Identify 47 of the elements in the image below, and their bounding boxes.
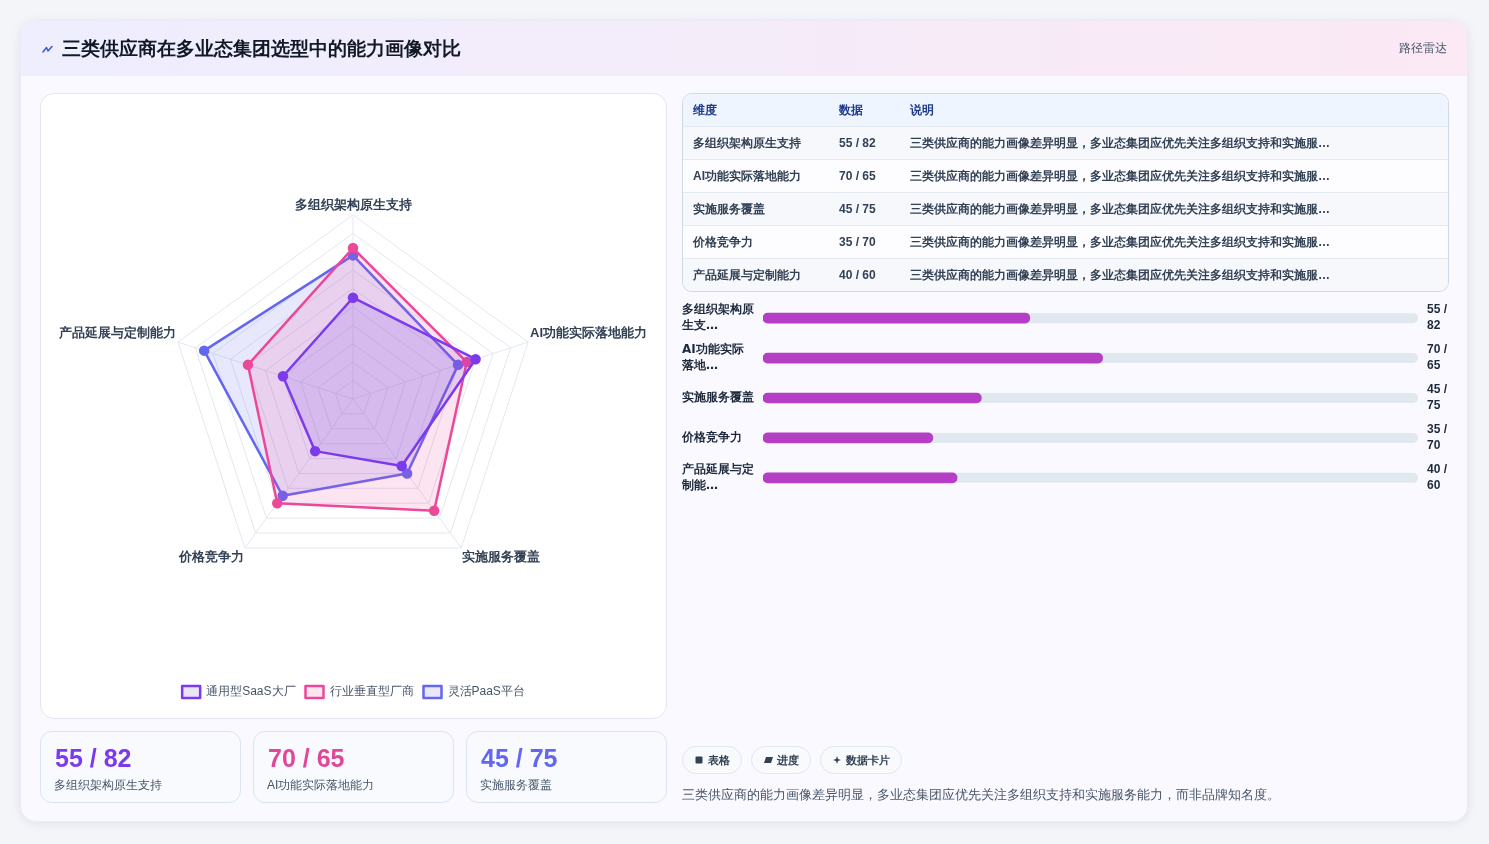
legend-label: 通用型SaaS大厂	[206, 684, 296, 699]
y-tick-label: 产品延展与定制能…	[681, 461, 754, 493]
data-label: 55 / 82	[1427, 302, 1448, 333]
text: 三类供应商的能力画像差异明显，多业态集团应优先关注多组织支持和实施服…	[910, 134, 1331, 152]
text: 多组织架构原生支持	[54, 777, 162, 793]
text: 40 / 60	[839, 268, 876, 282]
text: 表格	[708, 752, 730, 768]
text: 说明	[910, 101, 935, 119]
text: AI功能实际落地能力	[267, 777, 375, 793]
text: 70 / 65	[268, 743, 345, 773]
text: 三类供应商的能力画像差异明显，多业态集团应优先关注多组织支持和实施服…	[910, 167, 1331, 185]
data-label: 70 / 65	[1427, 342, 1448, 373]
legend-label: 行业垂直型厂商	[329, 684, 414, 699]
y-tick-label: 多组织架构原生支…	[681, 302, 754, 333]
text: 45 / 75	[481, 743, 558, 773]
y-tick-label: 价格竞争力	[681, 430, 742, 445]
data-label: 35 / 70	[1427, 422, 1448, 453]
text: 路径雷达	[1399, 40, 1447, 56]
spoke-label: 多组织架构原生支持	[294, 196, 412, 212]
category-label: AI功能实际落地能力	[692, 167, 802, 185]
text: 三类供应商在多业态集团选型中的能力画像对比	[62, 37, 461, 61]
text: 55 / 82	[839, 136, 876, 150]
text: 55 / 82	[55, 743, 132, 773]
text: 实施服务覆盖	[480, 777, 552, 793]
text: 70 / 65	[839, 169, 876, 183]
spoke-label: AI功能实际落地能力	[530, 325, 647, 341]
text: 三类供应商的能力画像差异明显，多业态集团应优先关注多组织支持和实施服…	[910, 266, 1331, 284]
text: 数据卡片	[846, 752, 890, 768]
text: 45 / 75	[839, 202, 876, 216]
y-tick-label: 实施服务覆盖	[682, 390, 754, 405]
category-label: 多组织架构原生支持	[692, 134, 802, 152]
text: 35 / 70	[839, 235, 876, 249]
text: 数据	[839, 101, 864, 119]
legend-label: 灵活PaaS平台	[447, 684, 525, 699]
text: 三类供应商的能力画像差异明显，多业态集团应优先关注多组织支持和实施服…	[910, 200, 1331, 218]
text: 三类供应商的能力画像差异明显，多业态集团应优先关注多组织支持和实施服…	[910, 233, 1331, 251]
y-tick-label: AI功能实际落地…	[681, 342, 744, 373]
category-label: 产品延展与定制能力	[692, 266, 802, 284]
text: 进度	[777, 752, 799, 768]
text: 三类供应商的能力画像差异明显，多业态集团应优先关注多组织支持和实施服务能力，而非品牌知名度。	[682, 786, 1280, 803]
text: 维度	[692, 101, 718, 119]
data-label: 40 / 60	[1427, 462, 1448, 493]
spoke-label: 产品延展与定制能力	[58, 325, 176, 341]
spoke-label: 实施服务覆盖	[462, 548, 541, 564]
category-label: 实施服务覆盖	[692, 200, 766, 218]
spoke-label: 价格竞争力	[177, 548, 244, 564]
data-label: 45 / 75	[1427, 382, 1448, 413]
